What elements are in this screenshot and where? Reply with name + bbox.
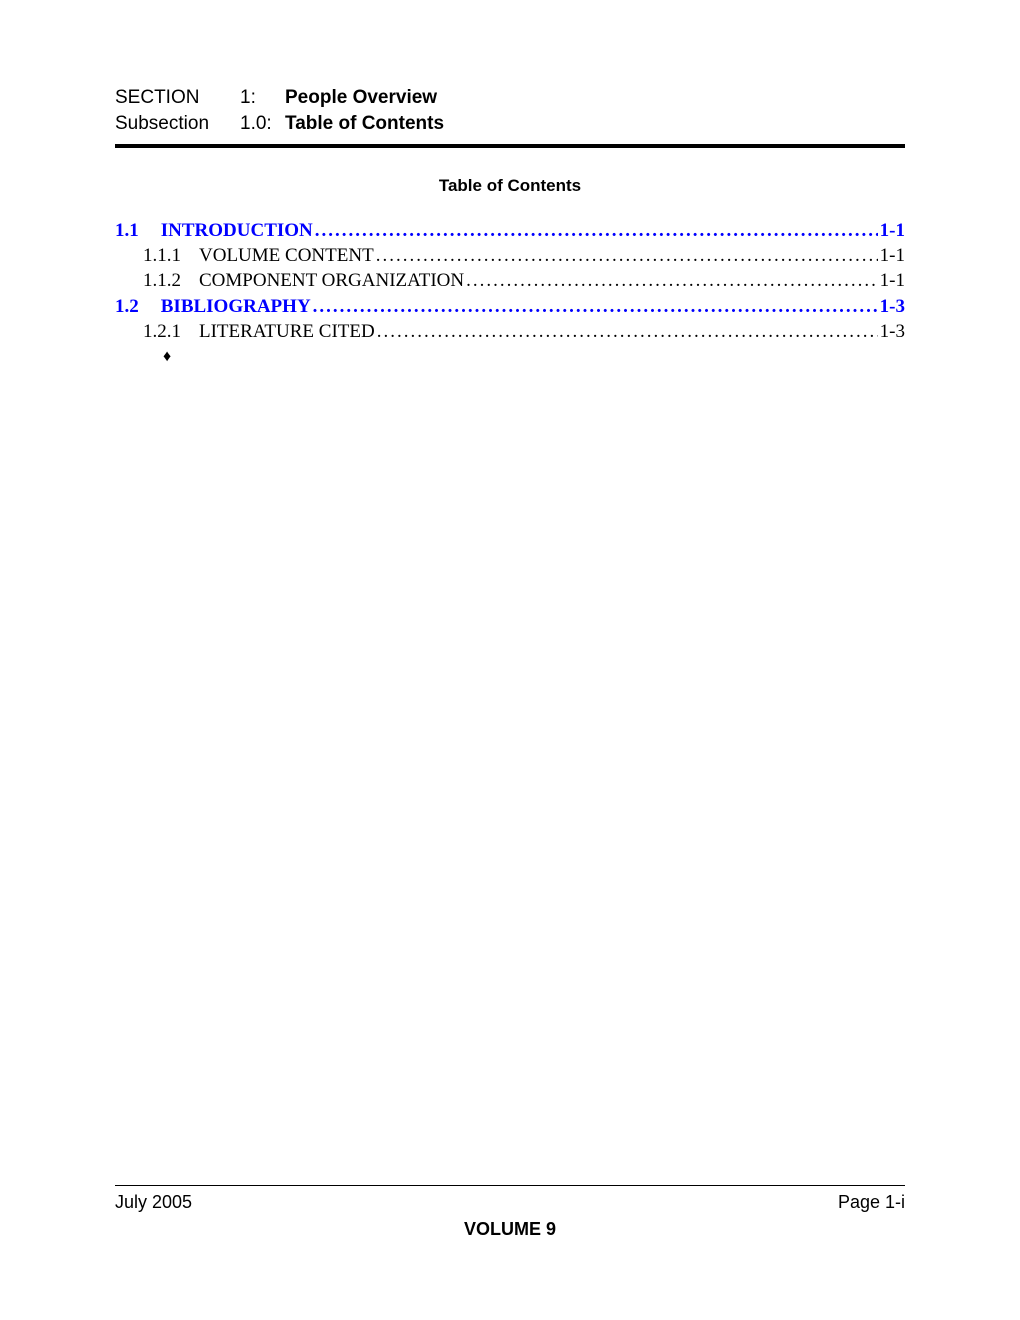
toc-entry-page: 1-1 [878,268,905,293]
subsection-title: Table of Contents [285,111,444,137]
toc-entry: 1.1 INTRODUCTION 1-1 [115,218,905,243]
toc-entry: 1.2.1 LITERATURE CITED 1-3 [115,319,905,344]
footer-date: July 2005 [115,1192,192,1213]
toc-entry-page: 1-3 [878,319,905,344]
toc-entry: 1.2 BIBLIOGRAPHY 1-3 [115,294,905,319]
page-footer: July 2005 Page 1-i VOLUME 9 [115,1185,905,1240]
toc-entry-text: LITERATURE CITED [199,319,375,344]
footer-rule [115,1185,905,1186]
toc-leader-dots [375,319,878,344]
toc-leader-dots [374,243,878,268]
toc-entry-page: 1-1 [878,243,905,268]
toc-title: Table of Contents [115,176,905,196]
toc-entry-page[interactable]: 1-3 [878,294,905,319]
footer-row: July 2005 Page 1-i [115,1192,905,1213]
toc-leader-dots [464,268,878,293]
toc-entry-text[interactable]: BIBLIOGRAPHY [161,294,311,319]
toc-entry-number: 1.1.1 [143,243,181,268]
toc-end-marker: ♦ [115,346,905,367]
subsection-label: Subsection [115,111,240,137]
toc-entry-text[interactable]: INTRODUCTION [161,218,313,243]
toc-entry-page[interactable]: 1-1 [878,218,905,243]
toc-entry-number: 1.1.2 [143,268,181,293]
section-title: People Overview [285,85,437,111]
toc-entry: 1.1.2 COMPONENT ORGANIZATION 1-1 [115,268,905,293]
toc-entry: 1.1.1 VOLUME CONTENT 1-1 [115,243,905,268]
toc-entry-number[interactable]: 1.2 [115,294,139,319]
header-rule [115,144,905,148]
toc-entries: 1.1 INTRODUCTION 1-1 1.1.1 VOLUME CONTEN… [115,218,905,367]
section-label: SECTION [115,85,240,111]
toc-entry-text: COMPONENT ORGANIZATION [199,268,464,293]
toc-leader-dots [313,218,878,243]
footer-volume: VOLUME 9 [115,1219,905,1240]
section-number: 1: [240,85,285,111]
footer-page-number: Page 1-i [838,1192,905,1213]
toc-entry-number: 1.2.1 [143,319,181,344]
toc-entry-number[interactable]: 1.1 [115,218,139,243]
toc-leader-dots [311,294,878,319]
section-row: SECTION 1: People Overview [115,85,905,111]
toc-entry-text: VOLUME CONTENT [199,243,374,268]
document-header: SECTION 1: People Overview Subsection 1.… [115,85,905,136]
subsection-row: Subsection 1.0: Table of Contents [115,111,905,137]
subsection-number: 1.0: [240,111,285,137]
